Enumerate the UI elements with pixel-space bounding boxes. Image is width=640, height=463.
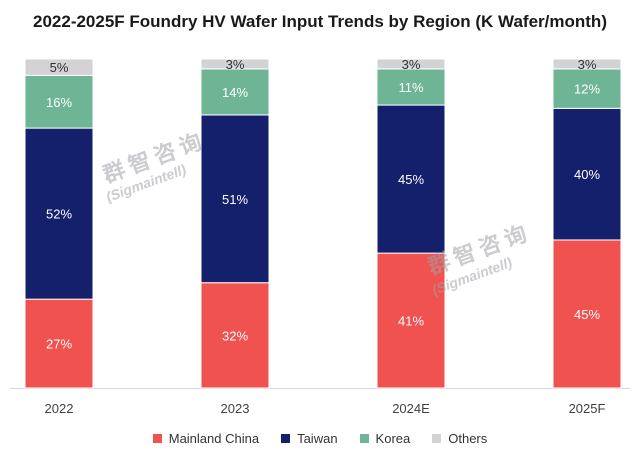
legend-item-mainland-china: Mainland China [152, 431, 260, 446]
x-tick-label-2023: 2023 [221, 401, 250, 416]
bar-segment-others-2022 [24, 58, 94, 76]
data-label-others-2025f: 3% [578, 57, 597, 72]
data-label-others-2024e: 3% [402, 57, 421, 72]
x-tick-label-2025f: 2025F [569, 401, 606, 416]
data-label-mainland-china-2024e: 41% [398, 314, 424, 329]
legend-label: Others [448, 431, 488, 446]
bar-segment-korea-2023 [200, 68, 270, 116]
legend-swatch [281, 434, 291, 443]
bar-segment-taiwan-2022 [24, 127, 94, 300]
data-label-korea-2025f: 12% [574, 82, 600, 97]
legend-item-korea: Korea [359, 431, 411, 446]
legend-label: Taiwan [297, 431, 338, 446]
bar-segment-mainland-china-2023 [200, 282, 270, 389]
data-label-mainland-china-2022: 27% [46, 337, 72, 352]
bar-segment-mainland-china-2025f [552, 239, 622, 389]
legend-swatch [359, 434, 369, 443]
data-label-others-2023: 3% [226, 57, 245, 72]
legend-item-taiwan: Taiwan [281, 431, 338, 446]
legend: Mainland China Taiwan Korea Others [0, 431, 640, 446]
x-tick-label-2022: 2022 [45, 401, 74, 416]
data-label-mainland-china-2023: 32% [222, 328, 248, 343]
x-tick-label-2024e: 2024E [392, 401, 430, 416]
data-label-taiwan-2022: 52% [46, 207, 72, 222]
bar-segment-taiwan-2024e [376, 104, 446, 254]
legend-swatch [152, 434, 162, 443]
data-label-taiwan-2025f: 40% [574, 167, 600, 182]
data-label-taiwan-2024e: 45% [398, 172, 424, 187]
bar-segment-korea-2022 [24, 74, 94, 129]
legend-item-others: Others [432, 431, 487, 446]
data-label-korea-2022: 16% [46, 95, 72, 110]
bar-segment-taiwan-2023 [200, 114, 270, 284]
bar-segment-others-2024e [376, 58, 446, 70]
legend-swatch [432, 434, 442, 443]
data-label-taiwan-2023: 51% [222, 192, 248, 207]
data-label-others-2022: 5% [50, 60, 69, 75]
bar-segment-mainland-china-2022 [24, 298, 94, 389]
data-label-korea-2024e: 11% [398, 80, 423, 95]
legend-label: Korea [375, 431, 411, 446]
bar-segment-others-2023 [200, 58, 270, 70]
legend-label: Mainland China [168, 431, 260, 446]
bar-segment-others-2025f [552, 58, 622, 70]
bar-segment-mainland-china-2024e [376, 252, 446, 389]
chart-title: 2022-2025F Foundry HV Wafer Input Trends… [33, 12, 607, 31]
bar-segment-korea-2025f [552, 68, 622, 109]
data-label-mainland-china-2025f: 45% [574, 307, 600, 322]
data-label-korea-2023: 14% [222, 85, 248, 100]
